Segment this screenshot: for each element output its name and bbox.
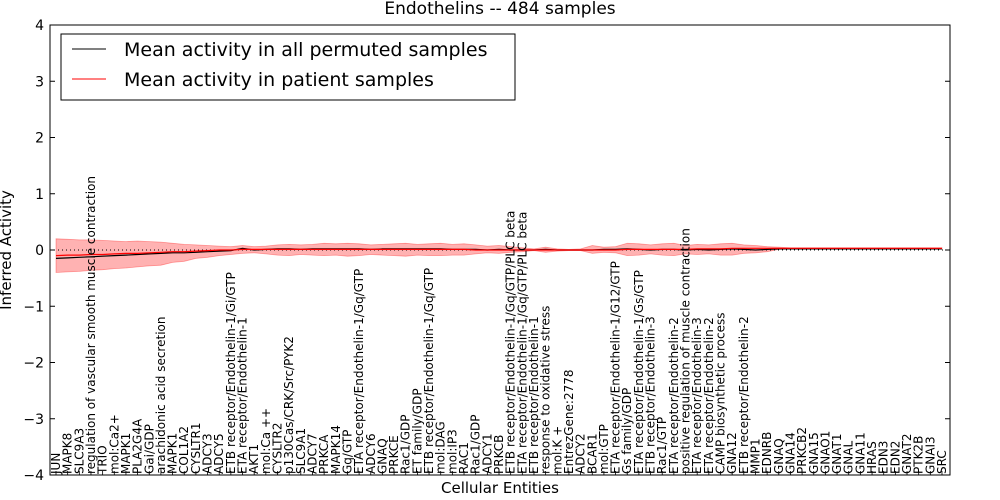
category-label: PRKCB [492, 435, 506, 474]
legend-label-permuted: Mean activity in all permuted samples [124, 39, 487, 61]
category-label: positive regulation of muscle contractio… [679, 228, 693, 474]
category-label: PRKCB2 [795, 427, 809, 474]
category-label: ETA receptor/Endothelin-2 [667, 317, 681, 474]
chart-title: Endothelins -- 484 samples [384, 0, 615, 19]
category-label: PRKCA [317, 434, 331, 474]
category-label: p130Cas/CRK/Src/PYK2 [282, 336, 296, 474]
category-label: ETB receptor/Endothelin-1 [527, 316, 541, 474]
x-axis-label: Cellular Entities [441, 479, 559, 497]
y-axis: 4 3 2 1 0 −1 −2 −3 −4 [23, 18, 950, 484]
category-label: ETA receptor/Endothelin-3 [690, 317, 704, 474]
category-label: MAPK8 [61, 433, 75, 474]
category-label: GNA15 [807, 432, 821, 474]
category-label: ETA receptor/Endothelin-2 [702, 317, 716, 474]
category-label: Rac1/GDP [399, 415, 413, 474]
category-label: GNA11 [853, 432, 867, 474]
category-label: mol:K + [550, 426, 564, 474]
category-label: GNAL [842, 441, 856, 474]
category-label: CYSLTR2 [271, 423, 285, 474]
y-tick-label: 0 [35, 243, 44, 259]
y-tick-label: −2 [23, 356, 44, 372]
category-label: mol:DAG [434, 421, 448, 474]
category-label: MAPK1 [119, 433, 133, 474]
category-label: EDNRB [760, 432, 774, 474]
category-label: SLC9A1 [294, 428, 308, 474]
patient-mean-line [55, 247, 942, 257]
category-label: ETA receptor/Endothelin-1 [236, 317, 250, 474]
category-label: Gq/GTP [340, 430, 354, 474]
plot-area [49, 24, 951, 476]
category-label: ADCY7 [306, 433, 320, 474]
category-label: ETB receptor/Endothelin-2 [737, 316, 751, 474]
category-label: mol:Ca ++ [259, 408, 273, 474]
category-label: GNAO1 [818, 431, 832, 474]
category-label: MAPK14 [329, 425, 343, 474]
y-tick-label: 1 [35, 187, 44, 203]
y-tick-label: −1 [23, 299, 44, 315]
category-label: CAMP biosynthetic process [714, 312, 728, 474]
category-label: GNA14 [783, 432, 797, 474]
category-label: TRIO [96, 445, 110, 475]
category-label: ETA receptor/Endothelin-1/Gq/GTP/PLC bet… [515, 212, 529, 474]
category-label: JUN [49, 453, 63, 475]
category-label: GNAQ [375, 438, 389, 474]
legend: Mean activity in all permuted samples Me… [60, 33, 516, 101]
category-label: GNAT2 [900, 433, 914, 474]
category-label: COL1A2 [177, 426, 191, 474]
y-tick-label: −3 [23, 412, 44, 428]
category-label: ADCY1 [480, 433, 494, 474]
category-label: ETB receptor/Endothelin-1/Gq/GTP/PLC bet… [504, 211, 518, 474]
category-label: SLC9A3 [72, 428, 86, 474]
category-label: response to oxidative stress [539, 306, 553, 474]
category-label: GNAI3 [923, 436, 937, 474]
legend-box [60, 33, 516, 101]
y-tick-label: 2 [35, 131, 44, 147]
category-label: arachidonic acid secretion [154, 317, 168, 474]
category-label: ETB receptor/Endothelin-1/Gi/GTP [224, 272, 238, 474]
category-label: GNAT1 [830, 433, 844, 474]
category-label: PTK2B [912, 436, 926, 474]
category-label: ETA receptor/Endothelin-1/Gs/GTP [632, 270, 646, 474]
category-label: GNAQ [772, 438, 786, 474]
category-label: ETA receptor/Endothelin-1/Gq/GTP [352, 269, 366, 474]
category-label: ETA receptor/Endothelin-1/G12/GTP [609, 261, 623, 474]
category-label: MAPK1 [166, 433, 180, 474]
category-label: GNA12 [725, 432, 739, 474]
category-label: EntrezGene:2778 [562, 370, 576, 475]
category-label: ADCY2 [574, 433, 588, 474]
category-label: ADCY3 [201, 433, 215, 474]
y-tick-label: 4 [35, 18, 44, 34]
category-label: mol:IP3 [445, 429, 459, 474]
category-label: Rac1/GTP [655, 417, 669, 474]
category-label: RAC1 [457, 442, 471, 474]
category-label: ADCY6 [364, 433, 378, 474]
y-tick-label: 3 [35, 74, 44, 90]
category-label: ETB receptor/Endothelin-1/Gq/GTP [422, 268, 436, 474]
category-label: HRAS [865, 441, 879, 474]
category-label: Rac1/GDP [469, 415, 483, 474]
y-tick-label: −4 [23, 468, 44, 484]
legend-label-patient: Mean activity in patient samples [124, 69, 434, 91]
category-label: CYSLTR1 [189, 423, 203, 474]
category-label: AKT1 [247, 444, 261, 474]
category-label: regulation of vascular smooth muscle con… [84, 176, 98, 474]
category-label: mol:GTP [597, 424, 611, 474]
category-label: mol:Ca2+ [107, 414, 121, 474]
category-label: EDN2 [888, 441, 902, 474]
category-label: Gs family/GDP [620, 388, 634, 474]
y-axis-label: Inferred Activity [0, 190, 15, 310]
category-label: ADCY5 [212, 433, 226, 474]
category-label: PRKCE [387, 435, 401, 474]
category-label: EDN3 [877, 441, 891, 474]
category-label: Gai/GDP [142, 424, 156, 474]
category-label: SRC [935, 450, 949, 474]
category-label: ET family/GDP [410, 388, 424, 474]
category-label: ETB receptor/Endothelin-3 [644, 316, 658, 474]
category-label: MMP1 [749, 438, 763, 474]
category-label: BCAR1 [585, 433, 599, 474]
category-label: PLA2G4A [131, 418, 145, 474]
